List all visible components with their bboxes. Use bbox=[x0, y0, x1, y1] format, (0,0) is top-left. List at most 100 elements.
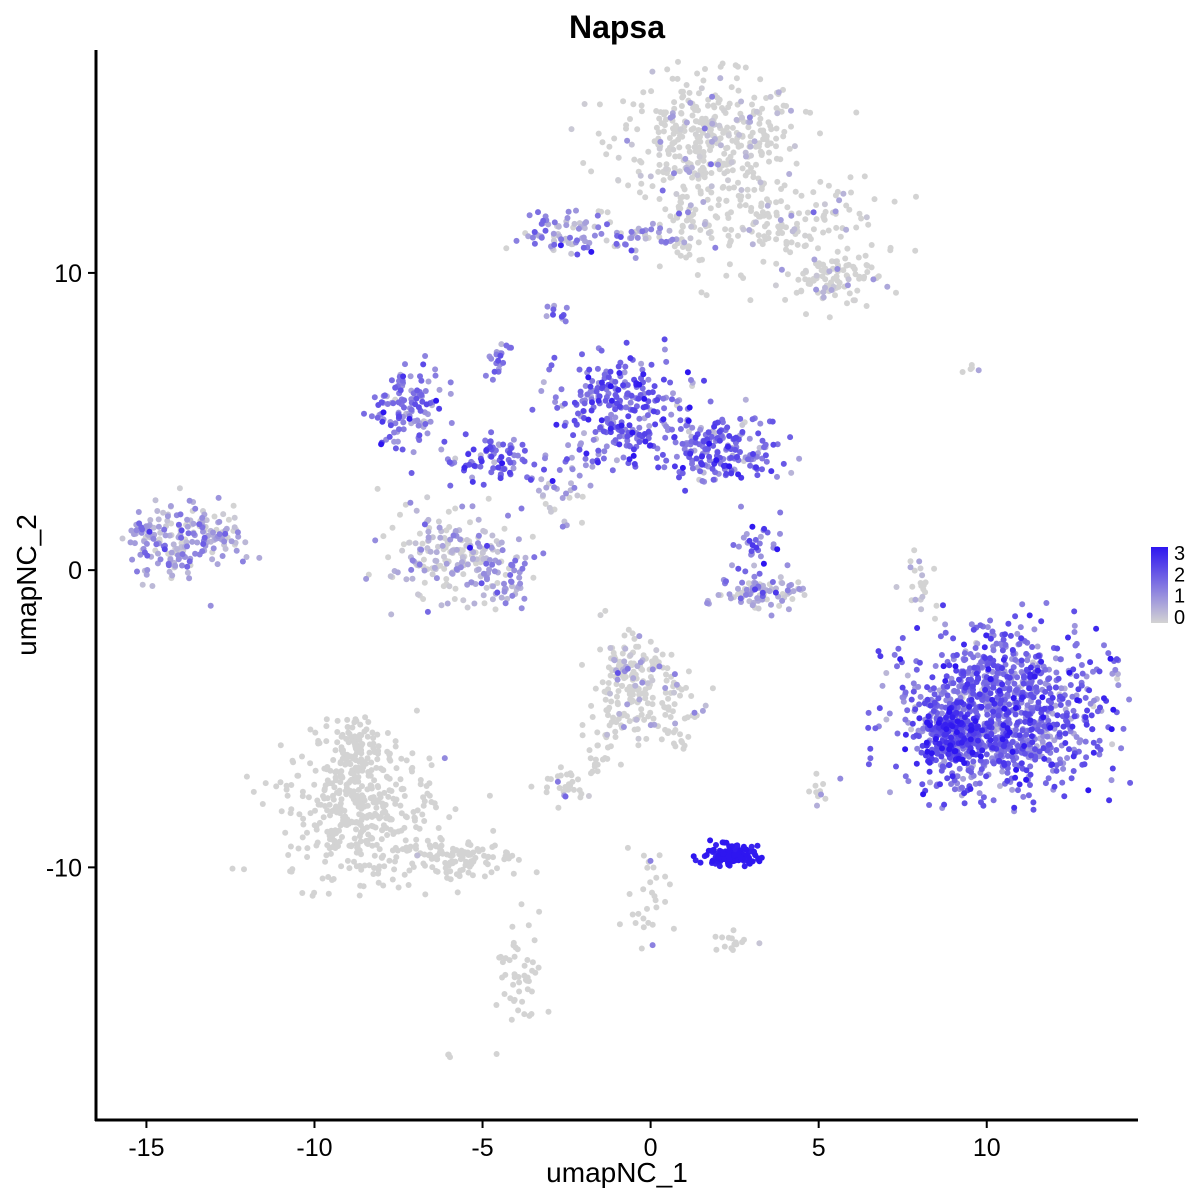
cell-point bbox=[658, 736, 665, 743]
cell-point bbox=[605, 664, 612, 671]
cell-point bbox=[631, 156, 638, 163]
cell-point bbox=[764, 202, 771, 209]
cell-point bbox=[381, 863, 388, 870]
cell-point bbox=[942, 731, 949, 738]
cell-point bbox=[639, 385, 646, 392]
cell-point bbox=[979, 727, 986, 734]
cell-point bbox=[778, 198, 784, 205]
cell-point bbox=[400, 373, 407, 380]
cell-point bbox=[739, 114, 745, 121]
cell-point bbox=[623, 122, 630, 129]
cell-point bbox=[435, 518, 442, 525]
cell-point bbox=[397, 802, 404, 809]
cell-point bbox=[466, 461, 473, 468]
cell-point bbox=[474, 846, 481, 852]
cell-point bbox=[499, 547, 506, 554]
cell-point bbox=[487, 438, 493, 445]
cell-point bbox=[175, 556, 182, 563]
cell-point bbox=[556, 785, 563, 791]
cell-point bbox=[1027, 771, 1034, 778]
cell-point bbox=[728, 935, 735, 942]
cell-point bbox=[399, 446, 406, 453]
cell-point bbox=[935, 724, 942, 731]
cell-point bbox=[581, 101, 588, 107]
cell-point bbox=[555, 223, 562, 230]
cell-point bbox=[612, 437, 619, 444]
cell-point bbox=[1096, 751, 1103, 758]
cell-point bbox=[413, 395, 420, 402]
cell-point bbox=[521, 972, 528, 979]
cell-point bbox=[738, 187, 745, 193]
cell-point bbox=[956, 676, 962, 683]
cell-point bbox=[854, 287, 861, 294]
cell-point bbox=[209, 556, 216, 563]
cell-point bbox=[288, 782, 295, 788]
cell-point bbox=[738, 98, 745, 105]
cell-point bbox=[283, 786, 290, 793]
cell-point bbox=[638, 180, 645, 187]
cell-point bbox=[662, 689, 669, 696]
cell-point bbox=[316, 819, 323, 826]
cell-point bbox=[852, 271, 859, 278]
cell-point bbox=[973, 670, 980, 677]
cell-point bbox=[363, 814, 370, 821]
cell-point bbox=[498, 454, 505, 461]
cell-point bbox=[351, 835, 358, 842]
cell-point bbox=[437, 846, 444, 853]
cell-point bbox=[155, 550, 161, 557]
cell-point bbox=[174, 546, 180, 552]
cell-point bbox=[273, 783, 280, 790]
cell-point bbox=[728, 226, 735, 233]
cell-point bbox=[250, 788, 257, 795]
cell-point bbox=[1040, 714, 1047, 721]
cell-point bbox=[499, 974, 506, 981]
cell-point bbox=[820, 213, 827, 220]
cell-point bbox=[938, 652, 945, 658]
cell-point bbox=[911, 567, 918, 574]
cell-point bbox=[1069, 693, 1076, 700]
cell-point bbox=[370, 735, 377, 741]
cell-point bbox=[438, 602, 445, 609]
cell-point bbox=[756, 540, 763, 547]
cell-point bbox=[750, 451, 756, 457]
cell-point bbox=[623, 404, 629, 411]
cell-point bbox=[977, 622, 984, 629]
cell-point bbox=[190, 520, 197, 527]
cell-point bbox=[652, 421, 659, 428]
cell-point bbox=[939, 745, 945, 752]
cell-point bbox=[481, 600, 488, 607]
cell-point bbox=[414, 417, 421, 424]
cell-point bbox=[338, 768, 345, 775]
cell-point bbox=[956, 765, 963, 772]
cell-point bbox=[335, 843, 341, 850]
cell-point bbox=[975, 367, 982, 374]
cell-point bbox=[1012, 774, 1019, 781]
cell-point bbox=[756, 570, 763, 577]
cell-point bbox=[323, 723, 330, 730]
cell-point bbox=[853, 109, 860, 116]
cell-point bbox=[277, 779, 284, 786]
cell-point bbox=[417, 777, 424, 783]
cell-point bbox=[754, 595, 761, 602]
cell-point bbox=[425, 528, 432, 535]
cell-point bbox=[541, 466, 547, 473]
cell-point bbox=[585, 793, 592, 799]
cell-point bbox=[719, 60, 726, 67]
cell-point bbox=[1001, 705, 1008, 712]
cell-point bbox=[737, 854, 744, 861]
cell-point bbox=[1028, 726, 1035, 733]
cell-point bbox=[674, 398, 681, 405]
cell-point bbox=[912, 596, 919, 603]
cell-point bbox=[710, 476, 717, 483]
cell-point bbox=[773, 105, 780, 112]
cell-point bbox=[739, 939, 746, 946]
cell-point bbox=[688, 223, 695, 230]
cell-point bbox=[1013, 699, 1020, 706]
cell-point bbox=[670, 217, 677, 224]
cell-point bbox=[488, 544, 495, 551]
cell-point bbox=[737, 202, 743, 209]
cell-point bbox=[757, 115, 764, 122]
cell-point bbox=[1009, 786, 1016, 793]
cell-point bbox=[384, 401, 391, 407]
cell-point bbox=[961, 714, 968, 721]
